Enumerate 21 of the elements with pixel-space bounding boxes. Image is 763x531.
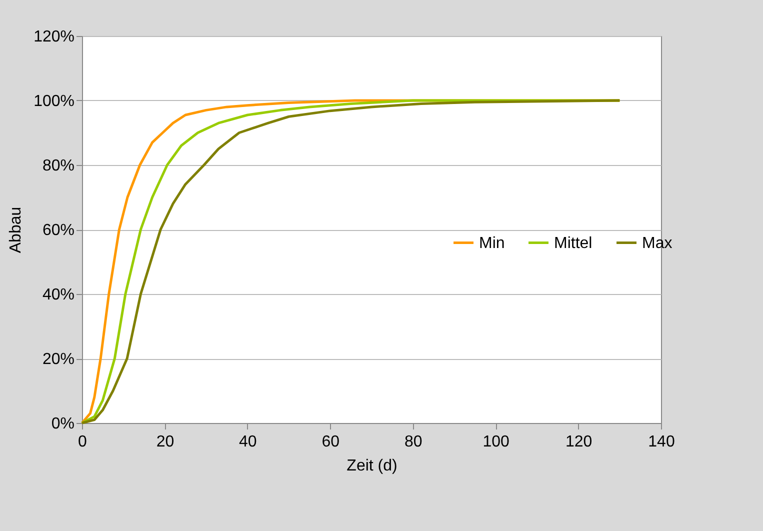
y-axis-title: Abbau — [8, 206, 25, 254]
y-tick-label: 20% — [42, 351, 74, 368]
y-tick-label: 120% — [34, 28, 74, 46]
x-tick-label: 60 — [322, 434, 340, 450]
x-tick-label: 100 — [482, 434, 510, 450]
legend-label: Max — [642, 234, 672, 252]
legend-label: Mittel — [554, 234, 592, 252]
x-tick-label: 0 — [78, 434, 88, 450]
legend-label: Min — [479, 234, 505, 252]
x-tick-label: 20 — [156, 434, 174, 450]
x-tick-label: 120 — [565, 434, 592, 450]
x-tick-label: 80 — [404, 434, 422, 450]
x-axis-title: Zeit (d) — [346, 458, 398, 474]
y-tick-label: 0% — [51, 416, 74, 432]
line-series — [80, 99, 621, 424]
y-tick-label: 80% — [42, 158, 74, 174]
x-tick-label: 140 — [648, 434, 675, 450]
x-tick-label: 40 — [239, 434, 257, 450]
y-tick-label: 100% — [34, 93, 74, 110]
y-tick-label: 40% — [42, 286, 74, 304]
y-tick-label: 60% — [42, 222, 74, 239]
